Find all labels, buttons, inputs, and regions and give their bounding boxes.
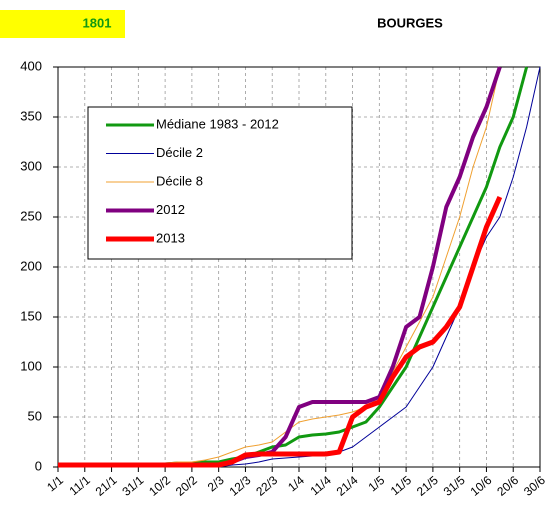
plot-border: [57, 66, 541, 468]
y-tick-label: 50: [28, 408, 42, 423]
y-tick-label: 100: [20, 358, 42, 373]
y-tick-label: 300: [20, 158, 42, 173]
x-tick-label: 1/1: [44, 473, 66, 495]
x-tick-label: 22/3: [253, 473, 280, 499]
legend-label: Médiane 1983 - 2012: [156, 116, 279, 131]
x-tick-label: 10/2: [146, 473, 173, 499]
legend-label: Décile 8: [156, 173, 203, 188]
x-tick-label: 11/5: [388, 473, 414, 498]
legend-label: 2013: [156, 230, 185, 245]
x-tick-label: 10/6: [468, 473, 495, 499]
y-tick-label: 400: [20, 58, 42, 73]
y-tick-label: 200: [20, 258, 42, 273]
x-tick-label: 21/5: [414, 473, 441, 499]
x-tick-label: 31/5: [441, 473, 468, 499]
x-tick-label: 20/6: [494, 473, 521, 499]
legend-label: Décile 2: [156, 145, 203, 160]
x-tick-label: 21/4: [334, 473, 361, 499]
x-tick-label: 20/2: [173, 473, 200, 499]
x-tick-label: 30/6: [521, 473, 548, 499]
x-tick-label: 1/4: [285, 473, 307, 495]
y-tick-label: 0: [35, 458, 42, 473]
x-tick-label: 1/5: [366, 473, 388, 495]
series-line: [58, 195, 503, 468]
y-tick-label: 250: [20, 208, 42, 223]
y-tick-label: 350: [20, 108, 42, 123]
y-tick-label: 150: [20, 308, 42, 323]
legend-label: 2012: [156, 202, 185, 217]
x-tick-label: 12/3: [227, 473, 254, 499]
x-tick-label: 11/4: [308, 473, 334, 498]
legend-box: [87, 106, 353, 260]
station-code: 1801: [83, 15, 112, 30]
x-tick-label: 2/3: [205, 473, 227, 495]
x-tick-label: 31/1: [119, 473, 146, 499]
code-box: [0, 10, 125, 38]
chart-title: BOURGES: [377, 15, 443, 30]
x-tick-label: 21/1: [93, 473, 120, 499]
x-tick-label: 11/1: [67, 473, 93, 498]
